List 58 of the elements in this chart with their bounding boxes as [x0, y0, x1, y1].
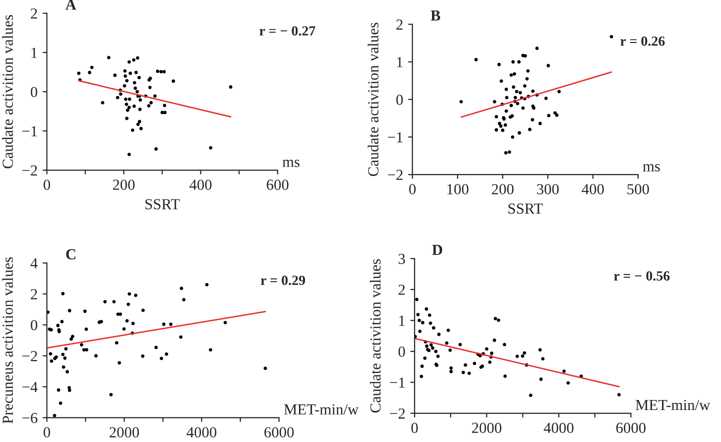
y-tick-label: −6 [22, 412, 38, 424]
x-tick-label: 200 [492, 184, 514, 194]
annotation: r = − 0.56 [614, 271, 670, 281]
y-tick-label: −2 [22, 165, 37, 176]
x-axis-title: SSRT [145, 199, 180, 210]
x-axis-title: SSRT [508, 204, 543, 214]
x-tick-label: 400 [190, 180, 212, 190]
x-tick-label: 600 [266, 180, 288, 190]
x-tick-label: 100 [447, 184, 468, 194]
y-tick-label: 0 [30, 320, 38, 330]
x-tick-label: 4000 [544, 422, 574, 434]
x-tick-label: 500 [628, 184, 649, 194]
y-axis-title: Caudate activition values [368, 22, 378, 176]
y-axis-title: Precuneus activition values [2, 257, 13, 424]
x-tick-label: 4000 [186, 427, 216, 438]
y-tick-label: 2 [396, 19, 403, 30]
text: ms [642, 164, 660, 172]
y-tick-label: −2 [390, 408, 405, 419]
y-tick-label: 4 [30, 258, 38, 268]
chart-title: D [432, 244, 442, 255]
y-tick-label: 0 [398, 346, 405, 357]
y-tick-label: 0 [396, 94, 403, 105]
y-tick-label: −1 [388, 132, 402, 142]
annotation: r = 0.26 [620, 36, 665, 46]
x-tick-label: 300 [537, 184, 559, 194]
text: MET-min/w [284, 404, 359, 415]
annotation: r = 0.29 [260, 276, 306, 286]
text: ms [282, 160, 300, 168]
x-tick-label: 0 [44, 180, 50, 190]
y-tick-label: 1 [399, 316, 405, 326]
x-tick-label: 400 [582, 184, 604, 194]
x-tick-label: 200 [112, 180, 135, 190]
y-tick-label: −1 [22, 126, 37, 136]
text: MET-min/w [636, 400, 710, 410]
y-tick-label: −2 [22, 350, 37, 362]
annotation: r = − 0.27 [260, 26, 316, 36]
y-tick-label: 1 [32, 48, 37, 58]
y-tick-label: 3 [398, 254, 405, 264]
y-axis-title: Caudate activition values [370, 259, 381, 413]
x-tick-label: 2000 [110, 427, 139, 438]
y-tick-label: 2 [398, 284, 405, 295]
y-tick-label: 1 [397, 57, 402, 68]
y-tick-label: −4 [22, 382, 38, 392]
y-axis-title: Caudate activition values [2, 15, 13, 168]
x-tick-label: 6000 [616, 422, 646, 434]
y-tick-label: 2 [30, 289, 37, 300]
chart-title: C [66, 249, 76, 260]
x-tick-label: 0 [411, 422, 418, 434]
y-tick-label: −1 [390, 378, 405, 388]
chart-title: B [430, 10, 440, 21]
x-tick-label: 2000 [472, 422, 502, 434]
x-tick-label: 6000 [264, 427, 294, 438]
y-tick-label: 0 [30, 86, 38, 98]
y-tick-label: 2 [30, 8, 37, 19]
chart-title: A [65, 0, 76, 10]
x-tick-label: 0 [44, 427, 50, 438]
x-tick-label: 0 [409, 184, 416, 194]
y-tick-label: −2 [388, 170, 403, 180]
